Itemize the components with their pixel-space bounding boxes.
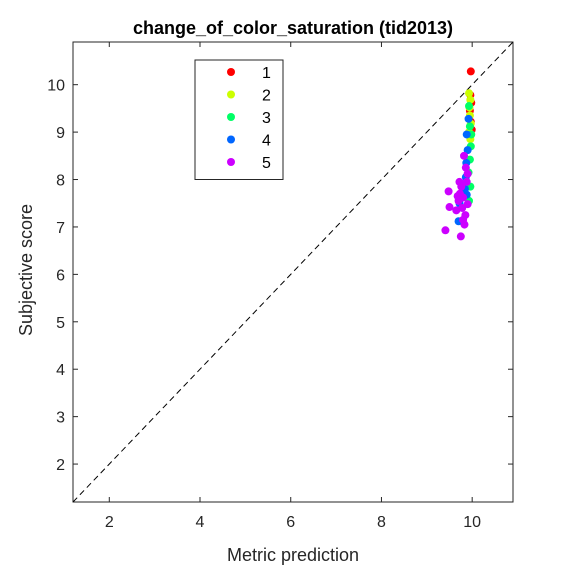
y-tick-label: 10 <box>47 78 65 95</box>
y-tick-label: 7 <box>56 220 65 237</box>
legend-marker-series-1 <box>227 68 235 76</box>
data-point-series-5 <box>444 187 453 196</box>
data-point-series-4 <box>462 130 471 139</box>
y-tick-label: 2 <box>56 457 65 474</box>
data-point-series-4 <box>464 114 473 123</box>
legend-label: 1 <box>262 65 271 82</box>
x-axis-label: Metric prediction <box>227 545 359 565</box>
data-point-series-4 <box>463 146 472 155</box>
legend-label: 3 <box>262 110 271 127</box>
y-axis-label: Subjective score <box>16 204 36 336</box>
data-point-series-3 <box>465 102 473 111</box>
legend-marker-series-3 <box>227 113 235 121</box>
data-point-series-1 <box>466 67 475 76</box>
legend-label: 4 <box>262 133 271 150</box>
data-point-series-5 <box>463 200 472 209</box>
x-tick-label: 6 <box>286 514 295 531</box>
data-point-series-5 <box>462 177 471 186</box>
identity-reference-line <box>72 41 514 503</box>
data-point-series-5 <box>463 169 472 178</box>
data-point-series-3 <box>465 122 474 131</box>
legend-label: 5 <box>262 155 271 172</box>
data-point-series-2 <box>466 95 475 104</box>
x-tick-label: 2 <box>105 514 114 531</box>
legend-marker-series-5 <box>227 158 235 166</box>
x-tick-label: 10 <box>463 514 481 531</box>
legend-marker-series-4 <box>227 135 235 144</box>
legend-marker-series-2 <box>227 90 235 99</box>
data-point-series-5 <box>441 226 450 235</box>
y-tick-label: 4 <box>56 362 65 379</box>
legend-box <box>194 59 284 180</box>
y-tick-label: 6 <box>56 267 65 284</box>
data-point-series-5 <box>459 215 468 224</box>
y-tick-label: 3 <box>56 410 65 427</box>
x-tick-label: 4 <box>196 514 205 531</box>
y-tick-label: 9 <box>56 125 65 142</box>
plot-area: 2 4 6 8 10 2 3 4 5 6 7 8 9 10 <box>47 41 514 531</box>
chart-title: change_of_color_saturation (tid2013) <box>133 18 453 38</box>
legend: 1 2 3 4 5 <box>194 59 284 180</box>
x-tick-label: 8 <box>377 514 386 531</box>
y-tick-label: 8 <box>56 173 65 190</box>
data-point-series-5 <box>456 232 465 241</box>
data-point-series-5 <box>460 151 469 160</box>
legend-label: 2 <box>262 88 271 105</box>
data-point-series-5 <box>453 192 462 201</box>
data-point-series-2 <box>465 89 473 98</box>
data-point-series-5 <box>455 177 464 186</box>
y-tick-label: 5 <box>56 315 65 332</box>
data-point-series-5 <box>445 203 454 212</box>
data-point-series-5 <box>461 163 470 172</box>
